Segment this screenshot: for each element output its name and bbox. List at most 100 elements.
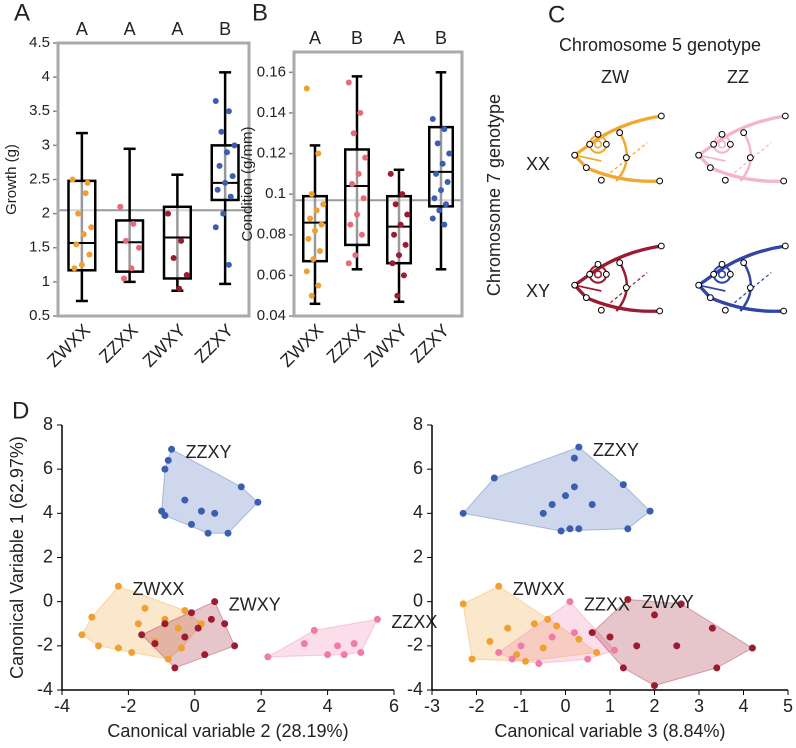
column-label: ZW: [601, 67, 629, 87]
data-point: [181, 496, 189, 504]
x-tick-label: -2: [468, 696, 484, 716]
data-point: [517, 642, 525, 650]
data-point: [320, 201, 327, 208]
data-point: [229, 173, 236, 180]
x-axis-title: Canonical variable 2 (28.19%): [107, 721, 348, 741]
column-label: ZZ: [727, 67, 749, 87]
x-tick-label: 3: [694, 696, 704, 716]
data-point: [490, 474, 498, 482]
group-letter: A: [171, 19, 183, 39]
group-letter: A: [309, 28, 321, 48]
data-point: [313, 207, 320, 214]
y-tick-label: 3.5: [29, 102, 50, 119]
data-point: [225, 261, 232, 268]
data-point: [138, 631, 146, 639]
data-point: [575, 443, 583, 451]
data-point: [391, 231, 398, 238]
data-point: [204, 529, 212, 537]
data-point: [178, 237, 185, 244]
data-point: [71, 265, 78, 272]
data-point: [495, 582, 503, 590]
data-point: [651, 682, 658, 690]
data-point: [161, 465, 169, 473]
panel-letter: A: [14, 0, 30, 26]
data-point: [174, 624, 182, 632]
data-point: [207, 615, 215, 623]
data-point: [347, 221, 354, 228]
data-point: [713, 664, 721, 672]
x-tick-label: 1: [605, 696, 615, 716]
data-point: [404, 211, 411, 218]
data-point: [360, 195, 367, 202]
data-point: [151, 640, 159, 648]
y-tick-label: 2: [42, 205, 50, 222]
y-tick-label: 1: [42, 273, 50, 290]
data-point: [194, 624, 202, 632]
panel-letter: B: [252, 0, 268, 26]
data-point: [84, 179, 91, 186]
y-tick-label: 0.16: [257, 63, 286, 80]
data-point: [168, 445, 176, 453]
y-tick-label: 1.5: [29, 239, 50, 256]
data-point: [171, 664, 179, 672]
data-point: [88, 613, 96, 621]
data-point: [441, 126, 448, 133]
data-point: [130, 220, 137, 227]
data-point: [566, 598, 574, 606]
y-tick-label: 8: [413, 414, 423, 434]
data-point: [135, 244, 142, 251]
data-point: [354, 211, 360, 218]
data-point: [434, 140, 441, 147]
data-point: [355, 170, 362, 177]
data-point: [402, 241, 409, 248]
plot-frame: [56, 41, 251, 318]
data-point: [305, 235, 312, 242]
data-point: [624, 595, 632, 603]
data-point: [161, 512, 169, 520]
data-point: [324, 651, 332, 659]
data-point: [141, 604, 149, 612]
data-point: [161, 620, 169, 628]
data-point: [308, 191, 315, 198]
x-tick-label: 2: [649, 696, 659, 716]
data-point: [122, 237, 129, 244]
y-tick-label: -4: [407, 679, 423, 699]
data-point: [446, 150, 453, 157]
data-point: [183, 272, 190, 279]
data-point: [225, 108, 232, 115]
data-point: [508, 655, 516, 663]
data-point: [438, 187, 444, 194]
data-point: [181, 633, 189, 641]
data-point: [352, 252, 359, 259]
data-point: [222, 179, 229, 186]
data-point: [216, 162, 223, 169]
data-point: [170, 254, 177, 261]
data-point: [176, 285, 183, 292]
data-point: [584, 655, 592, 663]
group-hull: [591, 598, 754, 687]
data-point: [651, 611, 658, 619]
x-tick-label: -2: [120, 696, 136, 716]
data-point: [570, 483, 578, 491]
data-point: [114, 582, 122, 590]
data-point: [397, 221, 404, 228]
data-point: [223, 149, 230, 156]
data-point: [316, 248, 323, 255]
x-tick-label: 2: [256, 696, 266, 716]
data-point: [300, 640, 308, 648]
data-point: [134, 620, 142, 628]
data-point: [606, 633, 614, 641]
x-tick-label: ZWXY: [360, 320, 411, 371]
data-point: [307, 215, 314, 222]
x-tick-label: ZWXY: [139, 320, 190, 371]
data-point: [128, 265, 135, 272]
data-point: [633, 642, 641, 650]
row-title: Chromosome 7 genotype: [484, 94, 504, 296]
group-label: ZWXX: [132, 579, 184, 599]
box: [427, 125, 455, 208]
plot-frame: [292, 50, 464, 318]
data-point: [82, 190, 89, 197]
data-point: [486, 637, 494, 645]
data-point: [521, 657, 529, 665]
y-tick-label: 0.5: [29, 307, 50, 324]
